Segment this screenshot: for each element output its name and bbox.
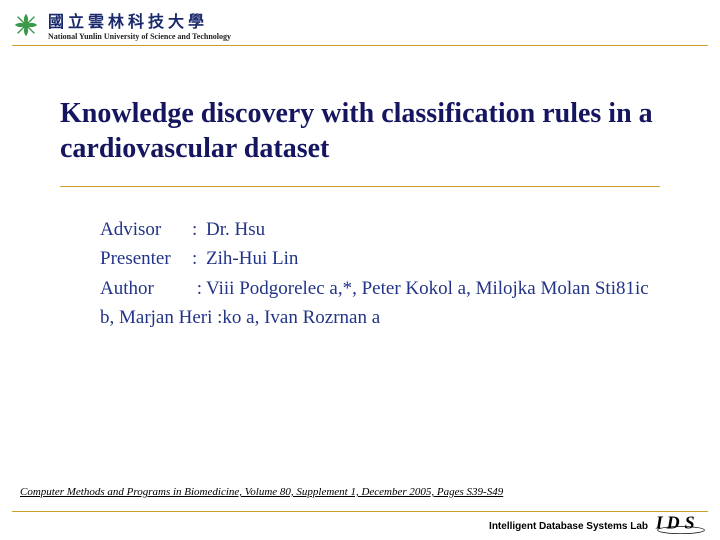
university-logo-icon [12,11,40,39]
ids-logo-icon: I D S [654,508,708,536]
presenter-label: Presenter [100,244,192,273]
separator: : [192,244,206,273]
university-name-en: National Yunlin University of Science an… [48,32,231,41]
separator: : [192,215,206,244]
title-block: Knowledge discovery with classification … [60,96,660,166]
header-divider [12,45,708,46]
advisor-label: Advisor [100,215,192,244]
footer-divider [12,511,708,512]
presenter-value: Zih-Hui Lin [206,244,298,273]
info-block: Advisor : Dr. Hsu Presenter : Zih-Hui Li… [100,215,660,333]
svg-text:D: D [666,512,680,532]
header: 國立雲林科技大學 National Yunlin University of S… [0,0,720,45]
author-row: Author :Viii Podgorelec a,*, Peter Kokol… [100,274,660,333]
author-label: Author [100,274,192,303]
advisor-value: Dr. Hsu [206,215,265,244]
title-divider [60,186,660,187]
footer-lab-name: Intelligent Database Systems Lab [489,521,648,532]
presenter-row: Presenter : Zih-Hui Lin [100,244,660,273]
university-name-cn: 國立雲林科技大學 [48,8,231,32]
citation: Computer Methods and Programs in Biomedi… [20,486,700,498]
separator: : [197,278,206,299]
advisor-row: Advisor : Dr. Hsu [100,215,660,244]
svg-text:I: I [655,512,664,532]
university-name-block: 國立雲林科技大學 National Yunlin University of S… [48,8,231,41]
page-title: Knowledge discovery with classification … [60,96,660,166]
svg-text:S: S [685,512,695,532]
